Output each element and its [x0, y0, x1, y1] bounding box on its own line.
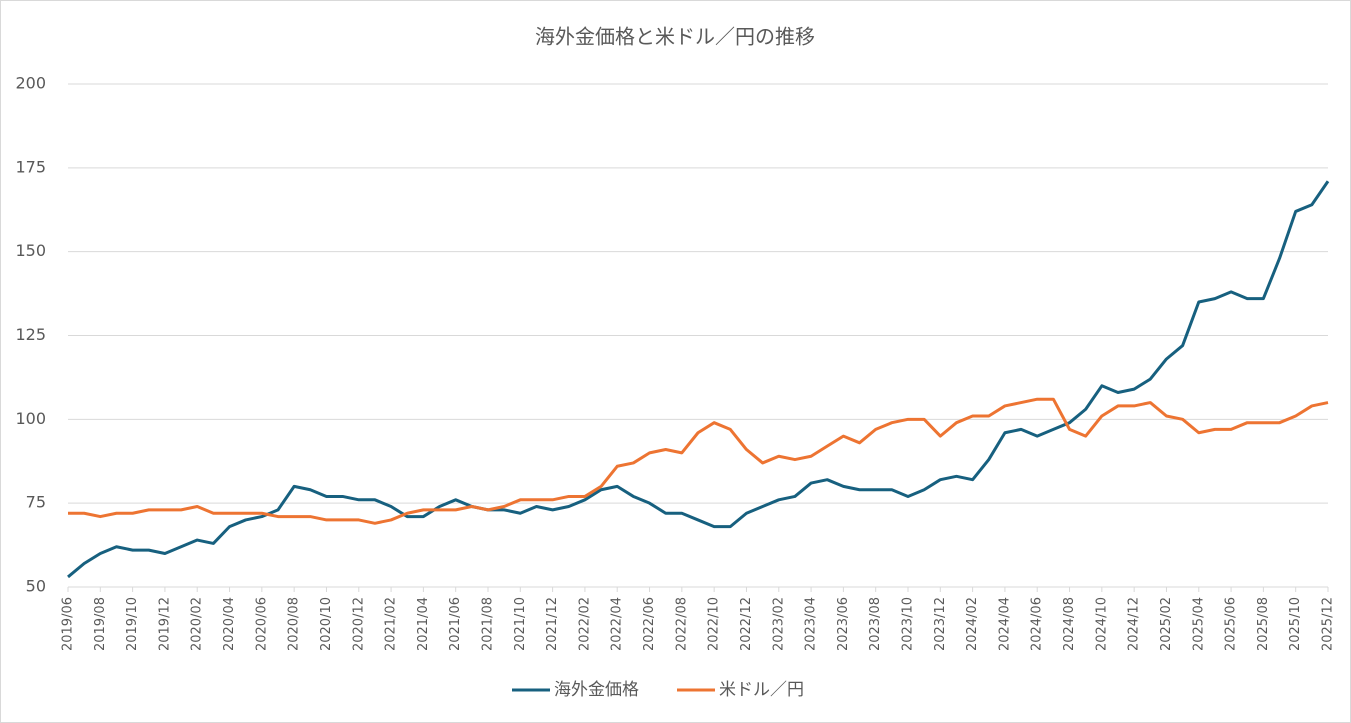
x-tick-label: 2021/10 [513, 597, 528, 651]
x-tick-label: 2025/10 [1288, 597, 1303, 651]
x-tick-label: 2023/10 [901, 597, 916, 651]
x-tick-label: 2024/06 [1030, 597, 1045, 651]
x-tick-label: 2024/12 [1127, 597, 1142, 651]
y-tick-label: 200 [15, 74, 46, 93]
y-tick-label: 50 [26, 577, 46, 596]
x-tick-label: 2020/10 [319, 597, 334, 651]
x-tick-label: 2023/06 [836, 597, 851, 651]
x-tick-label: 2020/08 [287, 597, 302, 651]
x-tick-label: 2022/10 [707, 597, 722, 651]
x-tick-label: 2024/08 [1062, 597, 1077, 651]
x-tick-label: 2019/12 [157, 597, 172, 651]
x-tick-label: 2020/06 [254, 597, 269, 651]
x-tick-label: 2025/06 [1224, 597, 1239, 651]
x-tick-label: 2019/10 [125, 597, 140, 651]
y-tick-label: 75 [26, 493, 46, 512]
x-tick-label: 2024/02 [965, 597, 980, 651]
x-tick-label: 2019/08 [93, 597, 108, 651]
x-tick-label: 2020/04 [222, 597, 237, 651]
series-line [68, 397, 1329, 525]
x-tick-label: 2021/08 [481, 597, 496, 651]
y-tick-label: 150 [15, 241, 46, 260]
x-tick-label: 2023/02 [771, 597, 786, 651]
x-tick-label: 2020/12 [351, 597, 366, 651]
x-tick-label: 2021/04 [416, 597, 431, 651]
x-tick-label: 2022/02 [577, 597, 592, 651]
x-tick-label: 2022/08 [674, 597, 689, 651]
y-tick-label: 175 [15, 157, 46, 176]
x-tick-label: 2020/02 [190, 597, 205, 651]
x-tick-label: 2025/02 [1159, 597, 1174, 651]
x-tick-label: 2024/10 [1094, 597, 1109, 651]
chart-title: 海外金価格と米ドル／円の推移 [535, 25, 815, 49]
x-tick-label: 2023/08 [868, 597, 883, 651]
x-tick-label: 2022/04 [610, 597, 625, 651]
x-tick-label: 2021/12 [545, 597, 560, 651]
x-tick-label: 2021/02 [384, 597, 399, 651]
x-tick-label: 2023/04 [804, 597, 819, 651]
y-tick-label: 125 [15, 325, 46, 344]
x-tick-label: 2025/08 [1256, 597, 1271, 651]
y-tick-label: 100 [15, 409, 46, 428]
x-tick-label: 2024/04 [997, 597, 1012, 651]
x-tick-label: 2022/12 [739, 597, 754, 651]
legend-label: 海外金価格 [554, 680, 639, 700]
series-line [67, 180, 1330, 579]
x-tick-label: 2019/06 [61, 597, 76, 651]
x-tick-label: 2025/12 [1321, 597, 1336, 651]
legend-label: 米ドル／円 [719, 680, 804, 700]
x-tick-label: 2025/04 [1191, 597, 1206, 651]
x-tick-label: 2022/06 [642, 597, 657, 651]
x-tick-label: 2021/06 [448, 597, 463, 651]
x-tick-label: 2023/12 [933, 597, 948, 651]
